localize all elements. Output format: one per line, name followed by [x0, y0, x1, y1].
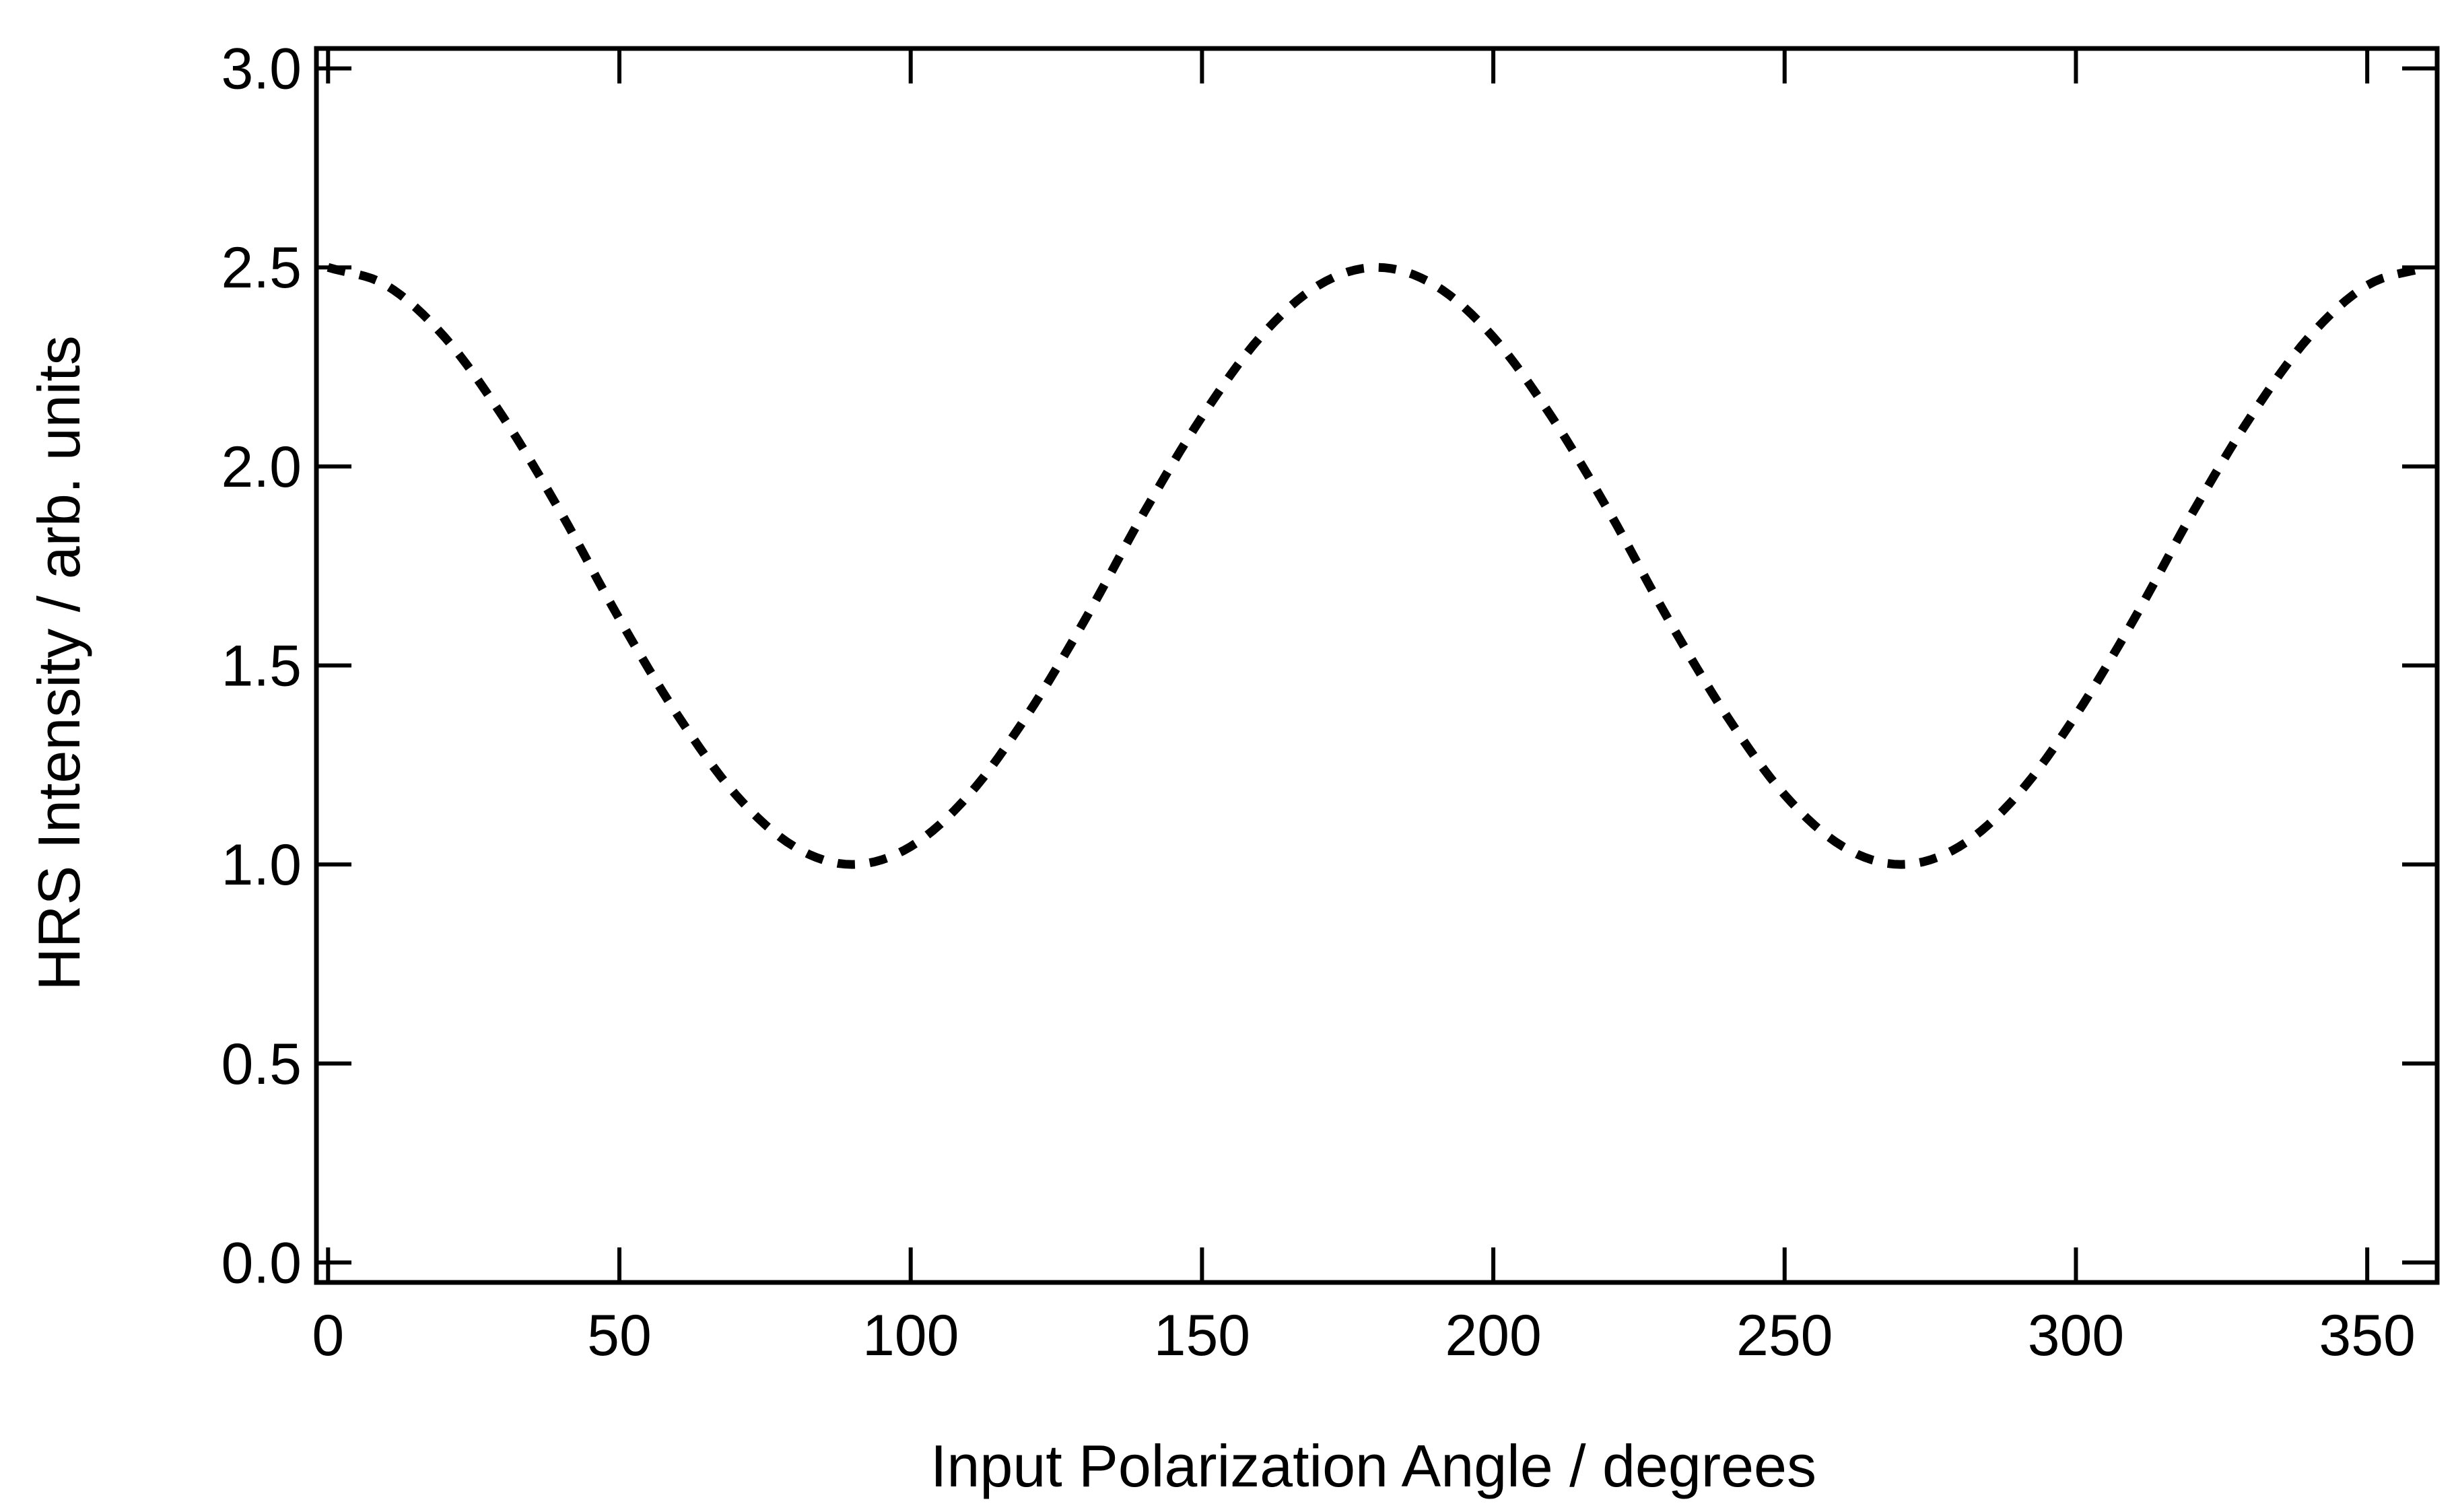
axis-ticks — [316, 48, 2437, 1282]
x-tick-label: 300 — [2028, 1303, 2125, 1368]
y-axis-title: HRS Intensity / arb. units — [26, 335, 92, 990]
plot-area — [314, 46, 2440, 1285]
x-tick-label: 100 — [862, 1303, 959, 1368]
x-tick-label: 50 — [587, 1303, 652, 1368]
tick-labels: 0 50 100 150 200 250 300 350 0.0 0.5 1.0 1.5 2.0 2.5 3… — [221, 37, 2415, 1368]
y-tick-label: 1.0 — [221, 833, 302, 897]
y-tick-label: 1.5 — [221, 634, 302, 699]
x-tick-label: 350 — [2319, 1303, 2416, 1368]
y-tick-label: 2.5 — [221, 236, 302, 300]
x-tick-label: 250 — [1736, 1303, 1833, 1368]
y-tick-label: 3.0 — [221, 37, 302, 102]
y-tick-label: 2.0 — [221, 435, 302, 500]
x-axis-title: Input Polarization Angle / degrees — [930, 1433, 1816, 1499]
x-tick-label: 0 — [312, 1303, 344, 1368]
x-tick-label: 200 — [1445, 1303, 1542, 1368]
y-tick-label: 0.5 — [221, 1032, 302, 1097]
y-tick-label: 0.0 — [221, 1231, 302, 1295]
series-line — [327, 263, 2427, 869]
x-tick-label: 150 — [1154, 1303, 1251, 1368]
plot-frame — [314, 46, 2440, 1285]
